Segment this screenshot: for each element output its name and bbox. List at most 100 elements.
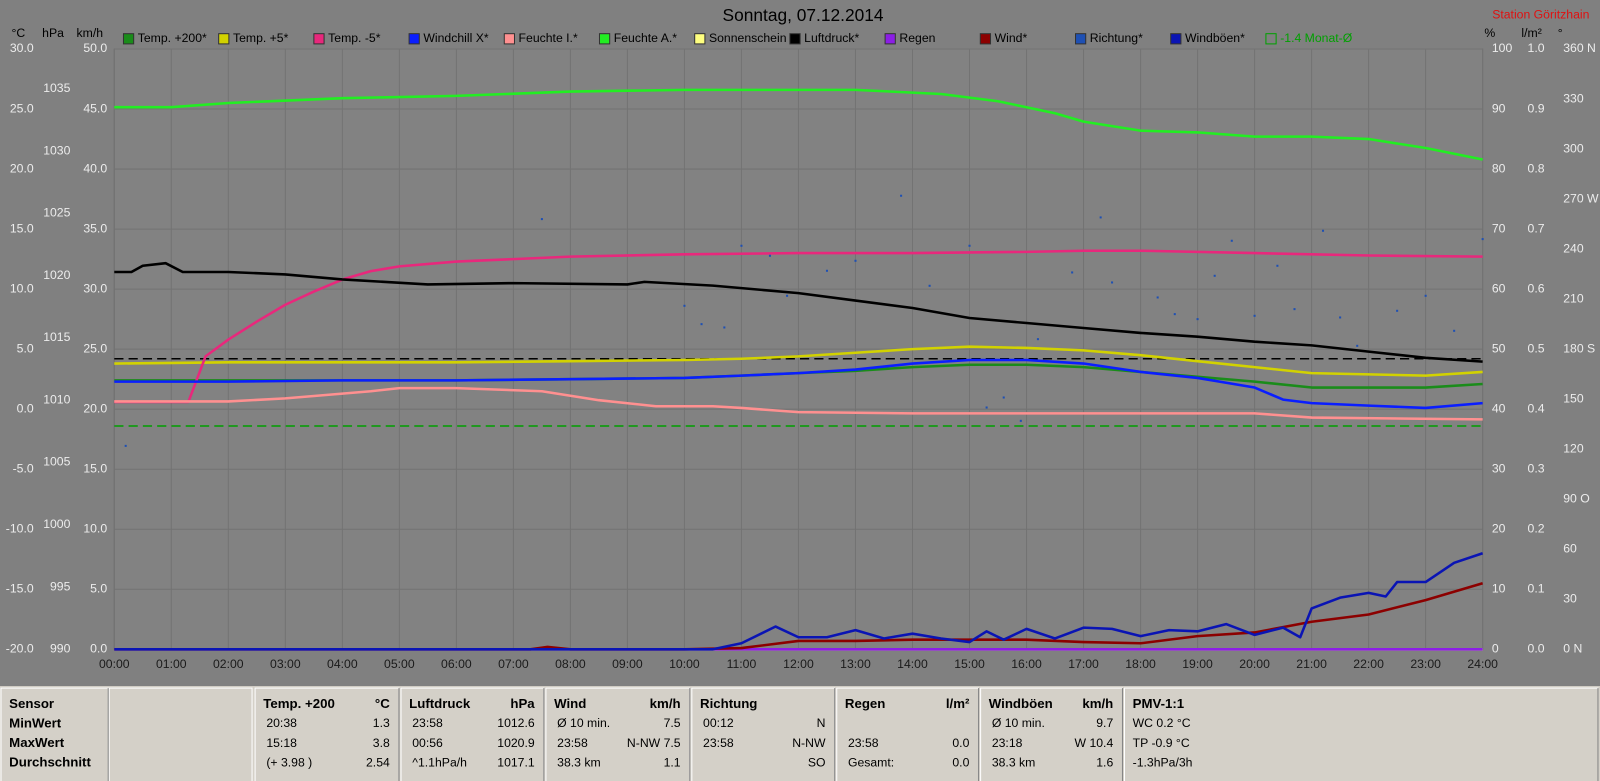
y-tick-label: 80 [1492,161,1506,175]
table-cell: 23:58 [703,736,734,750]
x-tick-label: 06:00 [441,657,472,671]
axis-unit: km/h [77,26,104,40]
series-line [114,552,1484,651]
y-tick-label: 0.9 [1528,101,1545,115]
direction-dot [768,254,771,257]
x-tick-label: 22:00 [1353,657,1384,671]
y-tick-label: 150 [1563,391,1584,405]
direction-dot [723,326,726,329]
direction-dot [1253,314,1256,317]
direction-dot [1339,316,1342,319]
y-tick-label: 0.8 [1528,161,1545,175]
table-cell: ^1.1hPa/h [412,755,467,769]
table-cell: 1.1 [664,755,681,769]
legend-swatch [1265,33,1277,45]
y-tick-label: 5.0 [90,582,107,596]
x-tick-label: 09:00 [612,657,643,671]
axis-unit: % [1484,26,1495,40]
y-tick-label: 300 [1563,141,1584,155]
legend-label: Luftdruck* [804,31,859,45]
y-tick-label: 25.0 [10,101,34,115]
series-line [114,358,1483,410]
x-tick-label: 04:00 [327,657,358,671]
table-header-unit: hPa [510,696,535,711]
x-tick-label: 03:00 [270,657,301,671]
legend-swatch [503,33,516,45]
y-tick-label: 20.0 [83,401,107,415]
y-tick-label: 990 [50,642,71,656]
direction-dot [985,406,988,409]
direction-dot [1276,264,1279,267]
table-cell: SO [808,755,826,769]
y-tick-label: 70 [1492,221,1506,235]
x-tick-label: 10:00 [669,657,700,671]
y-tick-label: 15.0 [83,461,107,475]
direction-dot [1213,274,1216,277]
direction-dot [1036,338,1039,341]
table-cell: 1.6 [1096,755,1113,769]
table-cell: 7.5 [664,716,681,730]
y-tick-label: 0.4 [1528,401,1545,415]
table-panel [0,686,1600,781]
x-tick-label: 18:00 [1125,657,1156,671]
legend-swatch [884,33,896,45]
direction-dot [825,269,828,272]
table-cell: 23:58 [412,716,443,730]
direction-dot [1321,229,1325,232]
y-tick-label: 0.5 [1528,341,1545,355]
y-tick-label: -15.0 [6,582,34,596]
series-line [114,88,1483,161]
y-tick-label: 995 [50,579,71,593]
legend-swatch [979,33,992,45]
table-header-unit: °C [375,696,390,711]
y-tick-label: 10.0 [83,521,107,535]
table-cell: Gesamt: [848,755,894,769]
y-tick-label: 30 [1563,592,1577,606]
table-cell: 1.3 [373,716,390,730]
axis-unit: ° [1558,26,1563,40]
axis-unit: °C [12,26,26,40]
x-tick-label: 12:00 [783,657,814,671]
y-tick-label: 0.0 [90,642,107,656]
legend-swatch [408,33,420,45]
direction-dot [1453,329,1456,332]
legend-swatch [122,33,135,45]
legend-label: -1.4 Monat-Ø [1280,31,1353,45]
table-cell: N-NW 7.5 [627,736,681,750]
table-header-unit: km/h [1082,696,1113,711]
table-cell: 23:58 [848,736,879,750]
table-cell: TP -0.9 °C [1133,736,1190,750]
table-cell: Ø 10 min. [557,716,610,730]
direction-dot [854,259,857,262]
y-tick-label: 60 [1563,541,1577,555]
table-cell-border [108,687,253,781]
table-header-unit: l/m² [946,696,970,711]
table-header-unit: km/h [650,696,681,711]
table-header: Luftdruck [409,696,471,711]
table-cell: 9.7 [1096,716,1113,730]
table-header: Wind [554,696,586,711]
table-cell: 0.0 [952,736,969,750]
y-tick-label: 30.0 [83,281,107,295]
y-tick-label: 100 [1492,41,1513,55]
y-tick-label: 5.0 [17,341,34,355]
table-cell: -1.3hPa/3h [1133,755,1193,769]
legend-swatch [218,33,230,45]
y-tick-label: 1.0 [1528,41,1545,55]
direction-dot [1002,396,1005,399]
station-name: Station Göritzhain [1492,8,1589,22]
x-tick-label: 15:00 [954,657,985,671]
table-header: Temp. +200 [263,696,335,711]
table-cell: (+ 3.98 ) [266,755,312,769]
direction-dot [1230,239,1233,242]
table-cell: 23:18 [992,736,1023,750]
direction-dot [740,244,743,247]
table-cell: 00:56 [412,736,443,750]
legend-label: Temp. -5* [328,31,381,45]
series-line [114,345,1483,377]
direction-dot [1111,281,1114,284]
legend-swatch [598,33,611,45]
table-cell: 1017.1 [497,755,535,769]
table-cell: 38.3 km [557,755,601,769]
y-tick-label: 0.3 [1528,461,1545,475]
